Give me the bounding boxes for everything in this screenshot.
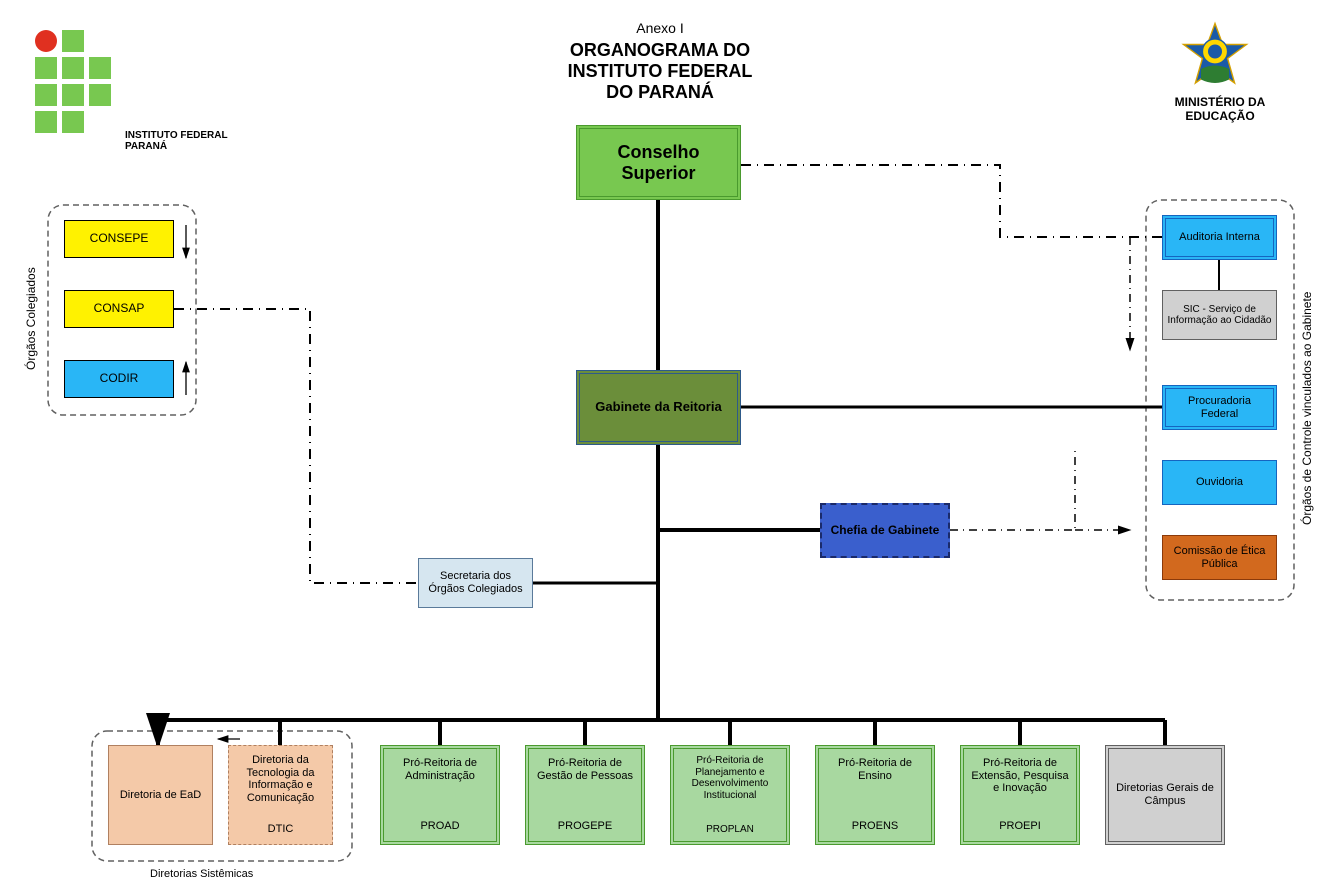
right-group-label: Órgãos de Controle vinculados ao Gabinet…: [1300, 265, 1314, 525]
node-label: Diretoria de EaD: [120, 789, 201, 802]
left-group-label: Órgãos Colegiados: [24, 250, 38, 370]
node-conselho-superior: Conselho Superior: [576, 125, 741, 200]
node-label-top: Pró-Reitoria de Ensino: [823, 757, 927, 782]
ministry-line-1: MINISTÉRIO DA: [1175, 95, 1266, 109]
node-label: Secretaria dos Órgãos Colegiados: [423, 570, 528, 595]
node-secretaria-colegiados: Secretaria dos Órgãos Colegiados: [418, 558, 533, 608]
ministry-line-2: EDUCAÇÃO: [1185, 109, 1254, 123]
node-label: Chefia de Gabinete: [831, 524, 940, 538]
node-auditoria-interna: Auditoria Interna: [1162, 215, 1277, 260]
node-label: Comissão de Ética Pública: [1167, 545, 1272, 570]
node-label: Gabinete da Reitoria: [595, 400, 721, 415]
node-label: Ouvidoria: [1196, 476, 1243, 489]
node-label: Diretorias Gerais de Câmpus: [1113, 782, 1217, 807]
title-line-3: DO PARANÁ: [606, 82, 714, 102]
node-diretorias-campus: Diretorias Gerais de Câmpus: [1105, 745, 1225, 845]
node-label-bottom: PROPLAN: [706, 824, 754, 836]
node-proad: Pró-Reitoria de Administração PROAD: [380, 745, 500, 845]
node-label: Conselho Superior: [584, 142, 733, 183]
node-label-top: Pró-Reitoria de Extensão, Pesquisa e Ino…: [968, 757, 1072, 795]
logo-line-1: INSTITUTO FEDERAL: [125, 130, 228, 141]
node-label-bottom: PROENS: [852, 820, 898, 833]
brazil-coat-of-arms-icon: [1180, 20, 1250, 90]
ifpr-logo: [35, 30, 155, 140]
node-procuradoria: Procuradoria Federal: [1162, 385, 1277, 430]
node-label: SIC - Serviço de Informação ao Cidadão: [1167, 304, 1272, 327]
node-consap: CONSAP: [64, 290, 174, 328]
title-line-1: ORGANOGRAMA DO: [570, 40, 750, 60]
node-label-bottom: PROAD: [420, 820, 459, 833]
node-label-bottom: PROEPI: [999, 820, 1041, 833]
node-consepe: CONSEPE: [64, 220, 174, 258]
logo-line-2: PARANÁ: [125, 141, 167, 152]
node-ouvidoria: Ouvidoria: [1162, 460, 1277, 505]
annex-label: Anexo I: [560, 20, 760, 36]
node-progepe: Pró-Reitoria de Gestão de Pessoas PROGEP…: [525, 745, 645, 845]
node-label: CODIR: [100, 372, 139, 386]
node-chefia-gabinete: Chefia de Gabinete: [820, 503, 950, 558]
node-label: Auditoria Interna: [1179, 231, 1260, 244]
node-label-top: Diretoria da Tecnologia da Informação e …: [233, 754, 328, 805]
page-title: ORGANOGRAMA DO INSTITUTO FEDERAL DO PARA…: [480, 40, 840, 103]
node-gabinete-reitoria: Gabinete da Reitoria: [576, 370, 741, 445]
node-label-top: Pró-Reitoria de Planejamento e Desenvolv…: [678, 755, 782, 801]
node-diretoria-ead: Diretoria de EaD: [108, 745, 213, 845]
logo-text: INSTITUTO FEDERAL PARANÁ: [125, 130, 255, 152]
node-proplan: Pró-Reitoria de Planejamento e Desenvolv…: [670, 745, 790, 845]
node-label-bottom: DTIC: [268, 823, 294, 836]
bottom-left-group-label: Diretorias Sistêmicas: [150, 868, 253, 880]
node-label: CONSAP: [94, 302, 145, 316]
ministry-text: MINISTÉRIO DA EDUCAÇÃO: [1150, 95, 1290, 123]
node-label-top: Pró-Reitoria de Administração: [388, 757, 492, 782]
node-sic: SIC - Serviço de Informação ao Cidadão: [1162, 290, 1277, 340]
node-label-bottom: PROGEPE: [558, 820, 612, 833]
node-label-top: Pró-Reitoria de Gestão de Pessoas: [533, 757, 637, 782]
node-proepi: Pró-Reitoria de Extensão, Pesquisa e Ino…: [960, 745, 1080, 845]
node-label: Procuradoria Federal: [1170, 395, 1269, 420]
node-proens: Pró-Reitoria de Ensino PROENS: [815, 745, 935, 845]
node-etica: Comissão de Ética Pública: [1162, 535, 1277, 580]
node-codir: CODIR: [64, 360, 174, 398]
node-label: CONSEPE: [90, 232, 149, 246]
node-dtic: Diretoria da Tecnologia da Informação e …: [228, 745, 333, 845]
title-line-2: INSTITUTO FEDERAL: [568, 61, 753, 81]
